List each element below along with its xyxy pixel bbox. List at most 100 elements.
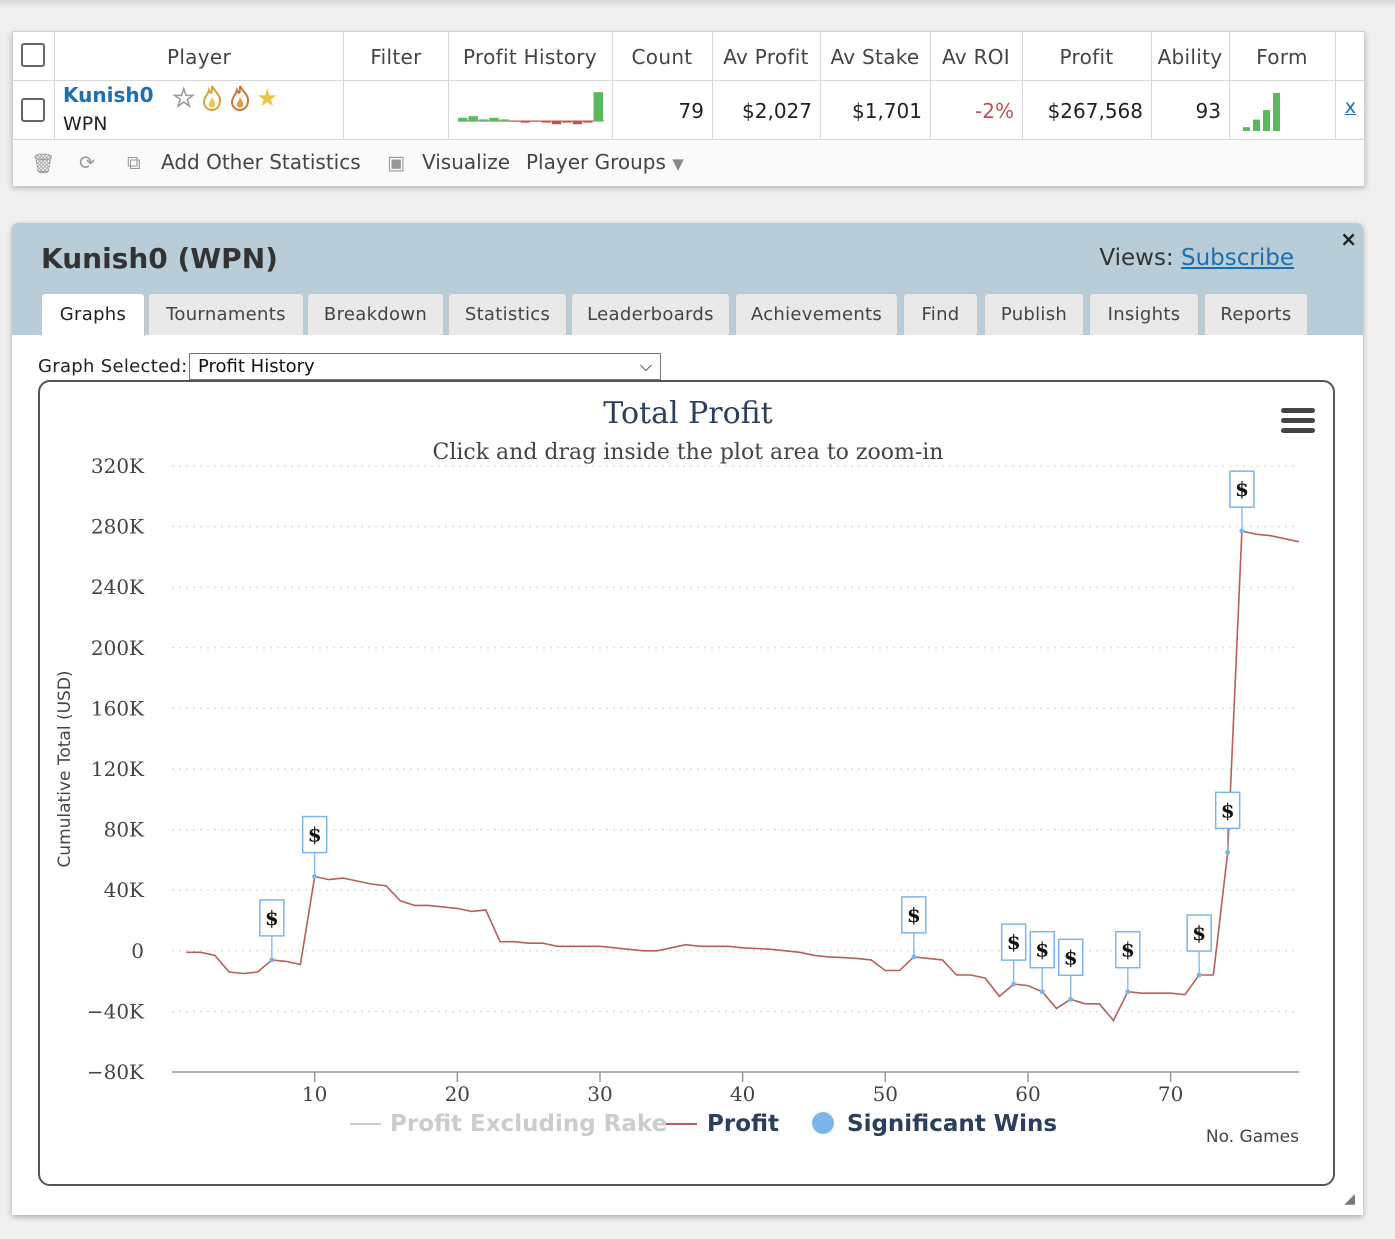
form-bar [1263, 110, 1270, 131]
flag-point [1011, 981, 1017, 987]
significant-win-flag: $ [1057, 938, 1084, 1002]
chart-legend: Profit Excluding Rake Profit Significant W… [350, 1111, 1057, 1137]
tab-breakdown[interactable]: Breakdown [307, 293, 444, 335]
flag-box [1229, 470, 1255, 508]
player-name-link[interactable]: Kunish0 [63, 83, 154, 107]
profit-history-sparkline [458, 92, 604, 125]
tab-insights[interactable]: Insights [1089, 293, 1199, 335]
gold-star-icon: ★ [256, 84, 279, 112]
subscribe-link[interactable]: Subscribe [1180, 245, 1294, 271]
y-tick-label: 40K [104, 878, 145, 902]
header-av-profit[interactable]: Av Profit [723, 45, 809, 69]
tab-graphs[interactable]: Graphs [41, 293, 145, 336]
flag-point [269, 957, 275, 963]
views-label: Views: [1099, 245, 1174, 271]
legend-dot-wins [812, 1112, 834, 1134]
flame-icon [202, 85, 221, 111]
flag-point [1125, 989, 1131, 995]
chart-menu-icon[interactable] [1281, 408, 1315, 434]
flag-box [1057, 938, 1084, 977]
y-tick-label: 120K [91, 757, 145, 781]
significant-win-flag: $ [1214, 791, 1241, 855]
sparkline-bar [458, 117, 468, 121]
y-axis-label: Cumulative Total (USD) [55, 670, 75, 867]
flag-point [1039, 989, 1045, 995]
significant-win-flag: $ [1186, 914, 1212, 978]
form-bar [1273, 93, 1280, 131]
tab-tournaments[interactable]: Tournaments [148, 293, 304, 335]
av-roi-value: -2% [975, 99, 1014, 123]
x-tick-label: 50 [873, 1082, 898, 1106]
visualize-icon: ▣ [387, 152, 405, 174]
chart-container[interactable]: Total Profit Click and drag inside the pl… [38, 380, 1335, 1186]
av-stake-value: $1,701 [852, 99, 922, 123]
player-groups-label: Player Groups [526, 150, 666, 174]
flag-box [1186, 914, 1212, 952]
sparkline-bar [478, 119, 489, 121]
tab-publish[interactable]: Publish [984, 293, 1084, 335]
form-bar [1243, 127, 1250, 131]
header-av-roi[interactable]: Av ROI [941, 45, 1011, 69]
flag-box [1029, 930, 1055, 969]
legend-label-excl-rake: Profit Excluding Rake [390, 1111, 667, 1137]
chart-title: Total Profit [603, 396, 772, 431]
tab-reports[interactable]: Reports [1204, 293, 1308, 335]
header-count[interactable]: Count [631, 45, 693, 69]
sparkline-bar [510, 121, 520, 122]
trash-icon[interactable]: 🗑 [31, 153, 56, 175]
header-player[interactable]: Player [166, 45, 232, 69]
flag-box [301, 815, 328, 854]
header-profit-history[interactable]: Profit History [463, 45, 597, 69]
header-ability[interactable]: Ability [1157, 45, 1223, 69]
tab-leaderboards[interactable]: Leaderboards [571, 293, 730, 335]
header-profit[interactable]: Profit [1059, 45, 1114, 69]
table-row: Kunish0 WPN ★ ★ 79 $2,027 $1,701 -2% $26… [13, 81, 1364, 140]
remove-player-link[interactable]: x [1344, 96, 1356, 118]
form-bars [1243, 93, 1280, 131]
header-av-stake[interactable]: Av Stake [830, 45, 920, 69]
player-table: Player Filter Profit History Count Av Pr… [12, 31, 1365, 186]
ability-value: 93 [1195, 99, 1221, 123]
close-panel-icon[interactable]: × [1340, 227, 1357, 251]
chevron-down-icon: ⌵ [639, 356, 652, 375]
sparkline-bar [551, 121, 562, 125]
select-all-checkbox[interactable] [21, 43, 45, 67]
panel-header: Kunish0 (WPN) Views: Subscribe × Graphs T… [12, 223, 1363, 336]
y-tick-label: 280K [91, 515, 145, 539]
graph-selected-label: Graph Selected: [38, 356, 188, 377]
flag-dollar-label: $ [1064, 945, 1078, 969]
tab-achievements[interactable]: Achievements [735, 293, 898, 335]
sparkline-bar [593, 92, 603, 121]
visualize-button[interactable]: Visualize [422, 150, 511, 174]
y-tick-label: 80K [104, 818, 145, 842]
player-groups-dropdown[interactable]: Player Groups ▼ [526, 150, 684, 174]
profit-chart[interactable]: Total Profit Click and drag inside the pl… [40, 382, 1333, 1184]
refresh-icon[interactable]: ⟳ [79, 152, 95, 174]
significant-win-flag: $ [1115, 930, 1141, 995]
graph-select-value: Profit History [198, 356, 315, 377]
flag-dollar-label: $ [308, 823, 322, 847]
x-tick-label: 60 [1015, 1082, 1040, 1106]
tab-find[interactable]: Find [903, 293, 978, 335]
profit-line [186, 530, 1300, 1022]
sparkline-bar [468, 116, 478, 121]
y-tick-label: 160K [91, 696, 145, 720]
add-stats-button[interactable]: Add Other Statistics [161, 150, 361, 174]
flag-point [312, 874, 318, 880]
x-tick-label: 10 [302, 1082, 327, 1106]
caret-down-icon: ▼ [672, 155, 684, 173]
tab-statistics[interactable]: Statistics [448, 293, 567, 335]
flag-point [1068, 996, 1074, 1002]
row-checkbox[interactable] [21, 98, 45, 122]
x-tick-label: 30 [587, 1082, 612, 1106]
y-tick-label: −80K [87, 1060, 145, 1084]
resize-grip-icon[interactable]: ◢ [1344, 1191, 1355, 1207]
sparkline-bar [541, 121, 551, 123]
header-filter[interactable]: Filter [370, 45, 422, 69]
significant-win-flag: $ [301, 815, 328, 880]
significant-win-flag: $ [1229, 470, 1255, 534]
flag-box [1115, 930, 1141, 969]
graph-select[interactable]: Profit History ⌵ [189, 353, 661, 380]
legend-label-profit: Profit [707, 1111, 779, 1137]
header-form[interactable]: Form [1256, 45, 1308, 69]
